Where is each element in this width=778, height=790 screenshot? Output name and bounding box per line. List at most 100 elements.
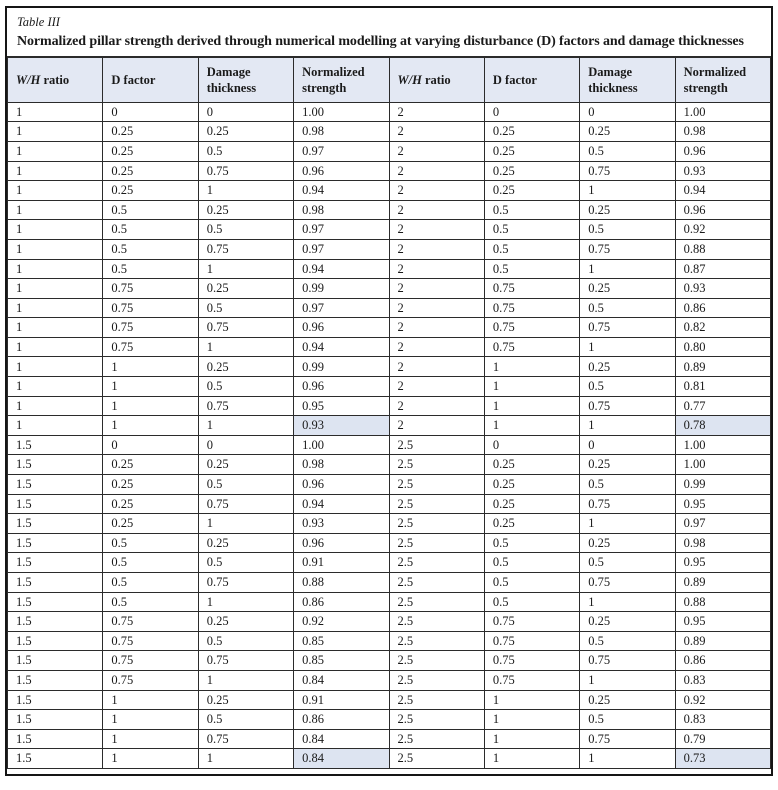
cell: 0.86: [674, 297, 772, 319]
cell: 1: [579, 180, 676, 201]
cell: 1: [197, 336, 295, 358]
cell: 1: [579, 336, 676, 358]
cell: 1.5: [6, 669, 104, 691]
table-row: 1 0.75 0.25 0.99 2 0.75 0.25 0.93: [6, 278, 772, 299]
cell: 1: [102, 709, 199, 730]
cell: 0.5: [483, 238, 581, 260]
cell: 1: [6, 219, 104, 240]
cell: 1: [197, 669, 295, 691]
cell: 0.94: [293, 258, 390, 280]
cell: 0.96: [293, 532, 390, 554]
cell: 0.97: [293, 238, 390, 260]
cell: 0.91: [293, 689, 390, 711]
cell: 0.91: [293, 552, 390, 573]
cell: 0.25: [102, 513, 199, 534]
cell: 0.75: [197, 493, 295, 515]
table-row: 1.5 0.25 0.75 0.94 2.5 0.25 0.75 0.95: [6, 493, 772, 515]
cell: 0.5: [102, 238, 199, 260]
cell: 0.75: [579, 493, 676, 515]
cell: 0.5: [579, 474, 676, 495]
table-row: 1.5 0.5 0.5 0.91 2.5 0.5 0.5 0.95: [6, 552, 772, 573]
cell: 0.98: [293, 454, 390, 476]
cell: 0.75: [197, 650, 295, 671]
column-header: Normalized strength: [674, 56, 772, 103]
cell: 1: [483, 709, 581, 730]
table-row: 1.5 0.75 0.75 0.85 2.5 0.75 0.75 0.86: [6, 650, 772, 671]
cell: 0.5: [197, 630, 295, 652]
cell: 0.97: [674, 513, 772, 534]
cell: 0.92: [674, 219, 772, 240]
header-row: W/H ratio D factor Damage thickness Normali…: [6, 56, 772, 103]
cell: 1: [197, 513, 295, 534]
cell: 0.5: [197, 297, 295, 319]
cell: 1: [6, 336, 104, 358]
cell: 0.5: [102, 591, 199, 613]
cell: 0.25: [579, 532, 676, 554]
cell: 0.25: [197, 689, 295, 711]
cell: 0.25: [579, 121, 676, 142]
cell: 2.5: [388, 434, 485, 456]
table-row: 1 0.5 0.5 0.97 2 0.5 0.5 0.92: [6, 219, 772, 240]
cell: 1.5: [6, 434, 104, 456]
cell: 1: [6, 297, 104, 319]
cell: 0.93: [674, 278, 772, 299]
cell: 1.5: [6, 572, 104, 593]
cell: 0.89: [674, 356, 772, 378]
cell: 0.99: [293, 356, 390, 378]
table-row: 1.5 0.75 0.5 0.85 2.5 0.75 0.5 0.89: [6, 630, 772, 652]
cell: 1: [6, 101, 104, 123]
cell: 0.96: [674, 199, 772, 221]
cell: 1: [579, 513, 676, 534]
cell: 0.78: [674, 415, 772, 436]
cell: 0.5: [483, 552, 581, 573]
cell: 1: [6, 376, 104, 397]
cell: 0.25: [102, 121, 199, 142]
cell: 0.92: [293, 611, 390, 632]
cell: 0.96: [293, 160, 390, 182]
cell: 0.25: [197, 278, 295, 299]
cell: 0.77: [674, 395, 772, 417]
cell: 2: [388, 180, 485, 201]
cell: 0.75: [483, 650, 581, 671]
cell: 0.86: [293, 591, 390, 613]
table-row: 1 0.25 1 0.94 2 0.25 1 0.94: [6, 180, 772, 201]
cell: 0.75: [483, 336, 581, 358]
cell: 1.5: [6, 748, 104, 769]
cell: 0.87: [674, 258, 772, 280]
cell: 0.5: [579, 297, 676, 319]
cell: 0.96: [293, 376, 390, 397]
cell: 0.25: [483, 493, 581, 515]
cell: 0.75: [102, 669, 199, 691]
cell: 0.5: [197, 140, 295, 162]
cell: 1: [483, 376, 581, 397]
cell: 1: [579, 748, 676, 769]
cell: 0.84: [293, 669, 390, 691]
cell: 0.80: [674, 336, 772, 358]
cell: 0: [102, 434, 199, 456]
cell: 1: [6, 317, 104, 338]
column-header: Damage thickness: [579, 56, 676, 103]
cell: 0: [483, 434, 581, 456]
cell: 0.5: [197, 219, 295, 240]
cell: 1.5: [6, 630, 104, 652]
table-row: 1 1 0.25 0.99 2 1 0.25 0.89: [6, 356, 772, 378]
cell: 1: [579, 258, 676, 280]
cell: 0.5: [102, 532, 199, 554]
table-title: Normalized pillar strength derived throu…: [17, 34, 744, 50]
table-body: 1 0 0 1.00 2 0 0 1.00 1 0.25 0.25 0.98 2 0.25 0.25 0.98…: [6, 101, 772, 769]
cell: 0.25: [483, 474, 581, 495]
table-row: 1.5 0.75 0.25 0.92 2.5 0.75 0.25 0.95: [6, 611, 772, 632]
cell: 0.25: [483, 180, 581, 201]
cell: 1.5: [6, 709, 104, 730]
cell: 0.5: [483, 199, 581, 221]
cell: 0.97: [293, 219, 390, 240]
cell: 0.75: [483, 669, 581, 691]
cell: 2: [388, 199, 485, 221]
cell: 0.25: [102, 140, 199, 162]
table-row: 1 0.75 1 0.94 2 0.75 1 0.80: [6, 336, 772, 358]
cell: 1: [197, 180, 295, 201]
cell: 1.5: [6, 454, 104, 476]
cell: 0: [579, 434, 676, 456]
cell: 0.5: [579, 630, 676, 652]
cell: 0.5: [102, 219, 199, 240]
